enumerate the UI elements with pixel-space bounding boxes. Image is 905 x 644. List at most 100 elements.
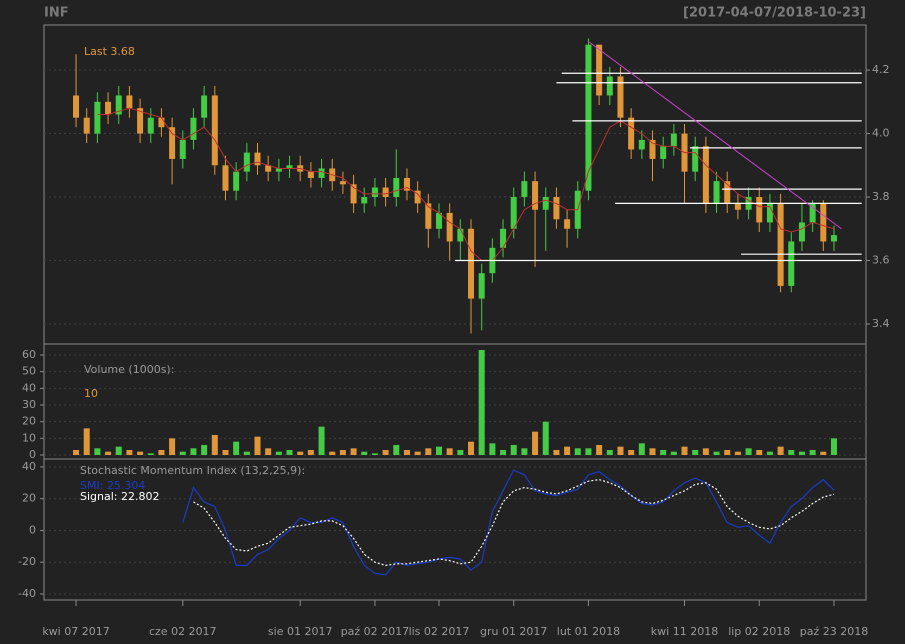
volume-bar [692,450,699,455]
x-tick-label: sie 01 2017 [268,625,333,638]
candle-body [265,165,272,172]
candle-body [713,181,720,204]
volume-bar [542,421,549,455]
legend-name: SMI: [80,479,103,492]
x-tick-label: lis 02 2017 [409,625,470,638]
volume-bar [147,453,154,455]
y-tick-label: 40 [22,460,36,473]
candle-body [766,203,773,223]
panel-frame [43,458,867,601]
volume-bar [201,445,208,455]
y-tick-label: 0 [29,448,36,461]
y-tick-label: 0 [29,523,36,536]
candle-body [532,181,539,210]
candle-body [809,203,816,223]
volume-bar [500,450,507,455]
candle-body [596,44,603,96]
trend-line [588,41,842,230]
volume-bar [724,450,731,455]
candle-body [414,190,421,204]
volume-bar [660,450,667,455]
volume-bar [350,448,357,455]
y-tick-label: 3.6 [872,254,890,267]
volume-bar [532,431,539,455]
y-tick-label: 20 [22,415,36,428]
candle-body [510,197,517,229]
candle-body [660,146,667,159]
volume-bar [233,441,240,455]
volume-bar [361,451,368,455]
volume-bar [403,450,410,455]
candle-body [425,203,432,229]
volume-bar [468,441,475,455]
y-tick-label: -40 [18,587,36,600]
candle-body [147,117,154,134]
x-tick-label: cze 02 2017 [149,625,217,638]
candle-body [243,152,250,172]
candle-body [585,44,592,191]
volume-bar [713,451,720,455]
candle-body [190,117,197,140]
candle-body [393,177,400,198]
panel-label: Volume (1000s): [84,363,174,376]
candle-body [478,273,485,299]
y-tick-label: 20 [22,492,36,505]
y-tick-label: 3.4 [872,317,890,330]
candle-body [500,228,507,248]
candle-body [692,146,699,172]
volume-bar [670,451,677,455]
candle-body [371,187,378,198]
volume-bar [265,448,272,455]
date-range: [2017-04-07/2018-10-23] [683,6,866,21]
volume-bar [702,448,709,455]
volume-bar [521,448,528,455]
x-tick-label: kwi 07 2017 [42,625,109,638]
volume-bar [169,438,176,455]
volume-bar [393,445,400,455]
volume-bar [254,436,261,455]
volume-bar [649,448,656,455]
moving-average [97,107,835,261]
volume-bar [798,451,805,455]
candle-body [457,228,464,242]
volume-bar [820,451,827,455]
volume-bar [574,448,581,455]
volume-bar [307,450,314,455]
y-tick-label: 3.8 [872,190,890,203]
volume-bar [777,446,784,455]
candle-body [126,95,133,109]
volume-bar [414,451,421,455]
volume-bar [115,446,122,455]
volume-bar [489,443,496,455]
y-tick-label: -20 [18,555,36,568]
candle-body [254,152,261,166]
candle-body [756,197,763,223]
candle-body [617,76,624,118]
volume-bar [830,438,837,455]
candle-body [105,101,112,115]
candle-body [307,171,314,178]
volume-bar [638,443,645,455]
y-tick-label: 60 [22,348,36,361]
x-tick-label: paź 02 2017 [341,625,409,638]
volume-bar [339,450,346,455]
volume-bar [286,450,293,455]
x-tick-label: paź 23 2018 [800,625,868,638]
indicator-line [182,469,835,576]
y-tick-label: 40 [22,381,36,394]
x-tick-label: gru 01 2017 [480,625,547,638]
candle-body [403,177,410,191]
candle-body [339,181,346,185]
candle-body [275,168,282,172]
volume-bar [222,450,229,455]
volume-bar [297,451,304,455]
candle-body [788,241,795,286]
volume-bar [585,448,592,455]
volume-bar [73,450,80,455]
last-volume: 10 [84,387,98,400]
volume-bar [425,448,432,455]
candle-body [724,181,731,204]
candle-body [94,101,101,134]
candle-body [73,95,80,118]
candle-body [649,139,656,159]
